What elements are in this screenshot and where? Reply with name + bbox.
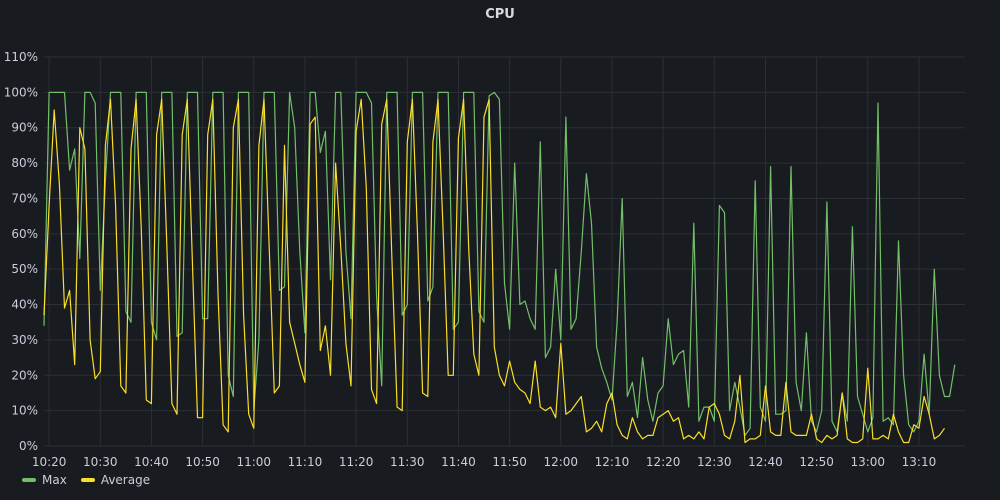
x-tick-label: 12:00 [543, 455, 578, 469]
x-tick-label: 11:30 [390, 455, 425, 469]
y-tick-label: 40% [11, 298, 38, 312]
legend-swatch-max [22, 478, 36, 482]
y-tick-label: 20% [11, 368, 38, 382]
legend: Max Average [22, 473, 150, 487]
x-tick-label: 13:00 [850, 455, 885, 469]
x-tick-label: 12:30 [697, 455, 732, 469]
x-tick-label: 10:20 [32, 455, 67, 469]
chart-title: CPU [485, 7, 515, 22]
x-tick-label: 10:50 [185, 455, 220, 469]
y-tick-label: 90% [11, 121, 38, 135]
x-tick-label: 12:10 [595, 455, 630, 469]
y-tick-label: 80% [11, 156, 38, 170]
x-tick-label: 11:10 [288, 455, 323, 469]
y-tick-label: 0% [19, 439, 38, 453]
x-tick-label: 11:20 [339, 455, 374, 469]
x-tick-label: 11:50 [492, 455, 527, 469]
legend-swatch-average [80, 478, 95, 482]
x-tick-label: 12:20 [646, 455, 681, 469]
x-tick-label: 12:50 [799, 455, 834, 469]
legend-item-average[interactable]: Average [80, 473, 151, 487]
y-tick-label: 70% [11, 191, 38, 205]
series-line-max [43, 91, 956, 436]
legend-label-average: Average [100, 473, 151, 487]
x-tick-label: 11:40 [441, 455, 476, 469]
y-tick-label: 100% [4, 85, 38, 99]
x-tick-label: 12:40 [748, 455, 783, 469]
y-tick-label: 110% [4, 50, 38, 64]
x-tick-label: 10:30 [83, 455, 118, 469]
x-tick-label: 11:00 [236, 455, 271, 469]
y-tick-label: 10% [11, 404, 38, 418]
legend-item-max[interactable]: Max [22, 473, 67, 487]
x-tick-label: 10:40 [134, 455, 169, 469]
legend-label-max: Max [42, 473, 67, 487]
x-tick-label: 13:10 [902, 455, 937, 469]
y-tick-label: 50% [11, 262, 38, 276]
y-tick-label: 30% [11, 333, 38, 347]
series-line-average [43, 98, 945, 444]
y-tick-label: 60% [11, 227, 38, 241]
